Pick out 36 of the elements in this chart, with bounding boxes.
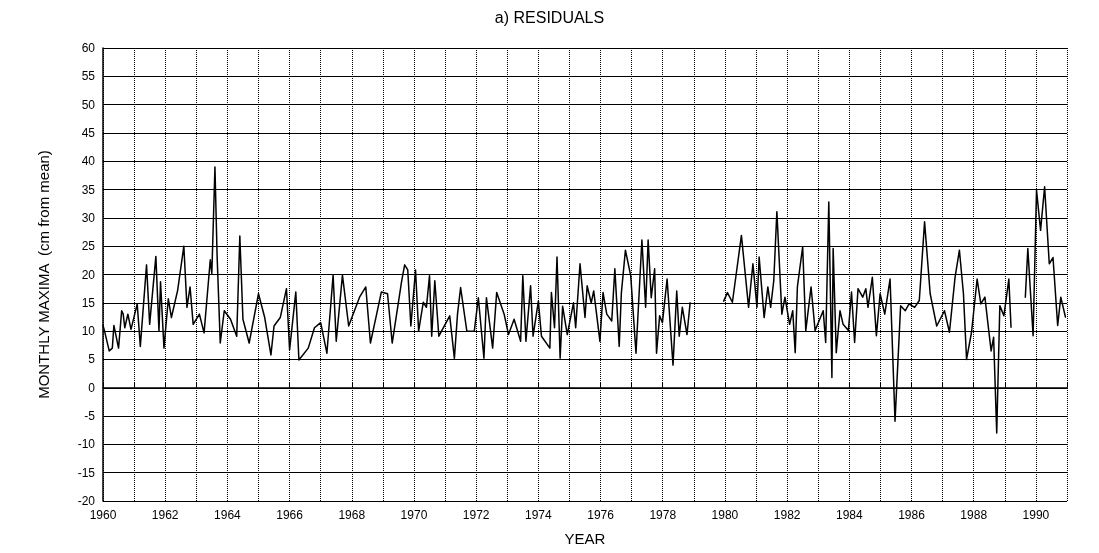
y-tick-label: 25 <box>81 239 96 254</box>
chart-title: a) RESIDUALS <box>494 8 605 26</box>
y-tick-label: 55 <box>81 69 96 84</box>
x-tick-label: 1980 <box>711 508 739 522</box>
y-tick-label: 20 <box>81 267 96 282</box>
y-tick-label: 0 <box>88 380 96 395</box>
x-tick-label: 1974 <box>525 508 553 522</box>
y-tick-label: -20 <box>77 494 96 508</box>
y-tick-label: 40 <box>81 154 96 169</box>
x-tick-label: 1970 <box>400 508 428 522</box>
y-tick-label: 60 <box>81 41 96 55</box>
x-tick-label: 1988 <box>960 508 988 522</box>
y-tick-label: 30 <box>81 210 96 225</box>
x-tick-label: 1964 <box>214 508 242 522</box>
y-tick-label: 35 <box>81 182 96 197</box>
y-axis-title: MONTHLY MAXIMA (cm from mean) <box>35 150 52 399</box>
x-tick-label: 1972 <box>462 508 490 522</box>
y-tick-label: 45 <box>81 125 96 140</box>
x-tick-label: 1962 <box>151 508 179 522</box>
y-tick-label: 15 <box>81 295 96 310</box>
x-tick-label: 1976 <box>587 508 615 522</box>
x-tick-label: 1968 <box>338 508 366 522</box>
x-tick-label: 1982 <box>773 508 801 522</box>
y-tick-label: -10 <box>77 437 96 452</box>
x-tick-label: 1990 <box>1022 508 1050 522</box>
y-tick-label: -15 <box>77 465 96 480</box>
x-axis-title: YEAR <box>564 530 606 547</box>
x-tick-label: 1986 <box>898 508 926 522</box>
y-tick-label: 5 <box>88 352 96 367</box>
y-tick-label: 50 <box>81 97 96 112</box>
x-tick-label: 1978 <box>649 508 677 522</box>
x-tick-label: 1984 <box>835 508 863 522</box>
x-tick-label: 1966 <box>276 508 304 522</box>
y-tick-label: 10 <box>81 324 96 339</box>
y-tick-label: -5 <box>84 409 96 424</box>
x-tick-label: 1960 <box>89 508 117 522</box>
